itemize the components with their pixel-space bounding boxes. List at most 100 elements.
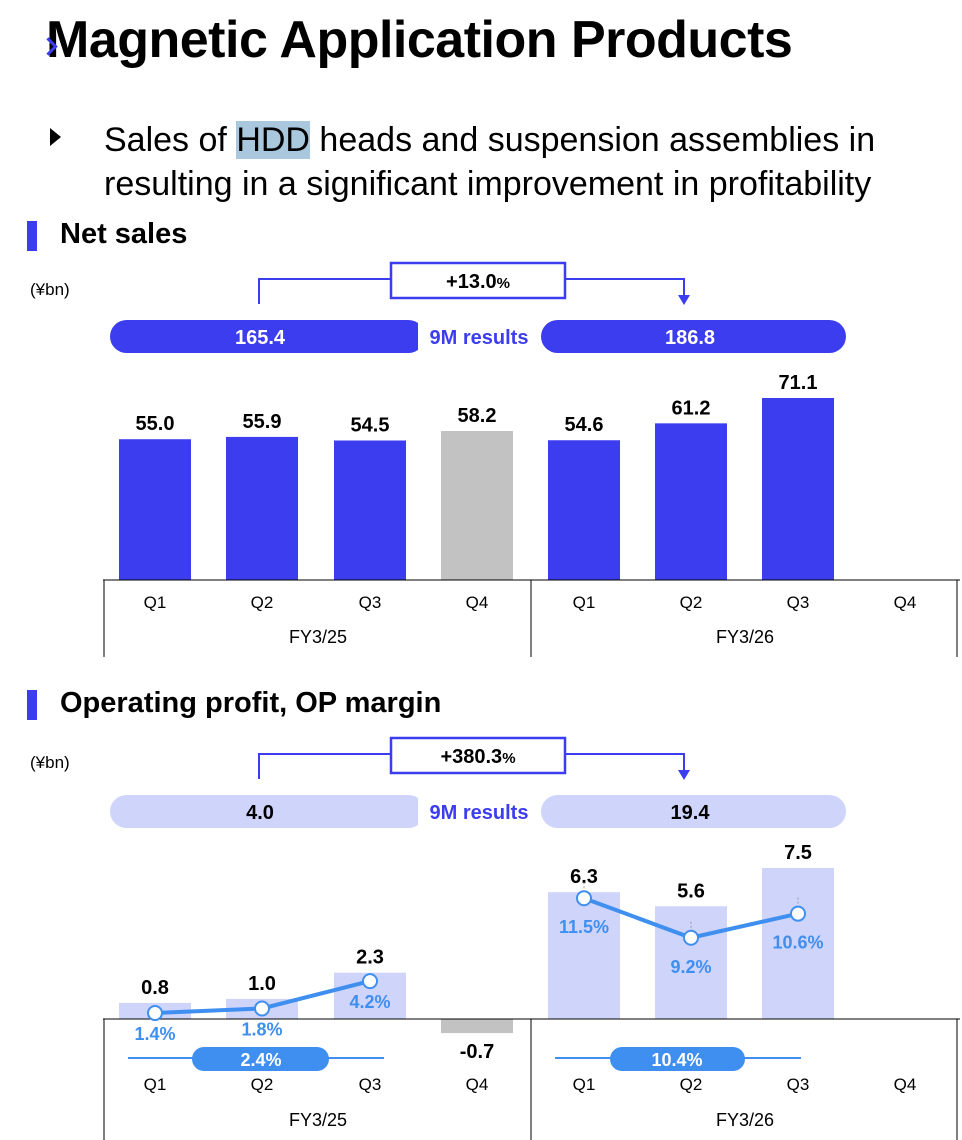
ns-nine-month-change-pct: %	[497, 275, 510, 292]
op-nine-month-prev-pill	[110, 795, 425, 828]
op-nine-month-bracket-right	[565, 753, 685, 771]
op-tick-label: Q3	[359, 1075, 382, 1094]
ns-nine-month-change-value: +13.0	[446, 271, 497, 293]
op-avg-fy25-pill	[192, 1047, 329, 1071]
ns-nine-month-change-box	[389, 261, 567, 300]
op-margin-fy25-label: 4.2%	[349, 992, 390, 1012]
op-margin-fy25-point	[362, 973, 378, 990]
ns-nine-month-bracket-right	[565, 278, 685, 296]
op-group-label: FY3/26	[716, 1110, 774, 1130]
op-margin-fy25-point	[147, 1005, 163, 1022]
op-tick-label: Q2	[680, 1075, 703, 1094]
ns-tick-label: Q3	[787, 593, 810, 612]
ns-data-label: 54.5	[351, 414, 390, 436]
op-data-label: 7.5	[784, 842, 812, 864]
op-margin-fy26-point	[790, 905, 806, 922]
op-bar	[762, 868, 834, 1019]
op-bar	[548, 892, 620, 1019]
op-nine-month-change-box	[389, 736, 567, 775]
ns-bar	[119, 439, 191, 580]
op-margin-fy26-label: 11.5%	[559, 917, 609, 937]
net-sales-unit: (¥bn)	[30, 280, 70, 299]
ns-bar	[548, 440, 620, 580]
bullet-triangle-icon	[50, 128, 61, 146]
ns-group-label: FY3/26	[716, 627, 774, 647]
ns-tick-label: Q2	[251, 593, 274, 612]
bullet-text: Sales of HDD heads and suspension assemb…	[104, 118, 875, 206]
ns-data-label: 58.2	[458, 405, 497, 427]
ns-bar	[762, 398, 834, 580]
op-bar	[441, 1019, 513, 1034]
op-nine-month-change-value: +380.3	[440, 746, 502, 768]
ns-tick-label: Q3	[359, 593, 382, 612]
op-data-label: -0.7	[460, 1041, 494, 1063]
bullet-text-line2: resulting in a significant improvement i…	[104, 165, 872, 203]
ns-tick-label: Q1	[573, 593, 596, 612]
ns-group-label: FY3/25	[289, 627, 347, 647]
op-margin-fy26-label: 9.2%	[670, 957, 711, 977]
ns-nine-month-curr-value: 186.8	[665, 327, 715, 349]
op-nine-month-change-pct: %	[502, 750, 515, 767]
op-data-label: 5.6	[677, 880, 705, 902]
op-title: Operating profit, OP margin	[60, 687, 442, 719]
ns-data-label: 71.1	[779, 372, 818, 394]
highlighted-term: HDD	[236, 121, 310, 159]
op-nine-month-bracket-left	[258, 753, 391, 779]
section-marker	[27, 690, 37, 720]
ns-tick-label: Q4	[466, 593, 489, 612]
ns-bar	[441, 431, 513, 580]
ns-nine-month-label: 9M results	[430, 327, 529, 349]
op-data-label: 6.3	[570, 866, 598, 888]
op-margin-fy26-point	[683, 929, 699, 946]
ns-nine-month-label-bg	[418, 322, 538, 351]
ns-nine-month-prev-value: 165.4	[235, 327, 286, 349]
ns-bar	[655, 423, 727, 580]
ns-tick-label: Q4	[894, 593, 917, 612]
ns-data-label: 55.9	[243, 411, 282, 433]
net-sales-title: Net sales	[60, 218, 188, 250]
op-nine-month-prev-value: 4.0	[246, 802, 274, 824]
section-marker	[27, 221, 37, 251]
ns-nine-month-bracket-left	[258, 278, 391, 304]
op-nine-month-curr-pill	[541, 795, 846, 828]
op-margin-fy26-point	[576, 890, 592, 907]
op-margin-fy26-label: 10.6%	[772, 933, 823, 953]
op-avg-fy25-label: 2.4%	[240, 1050, 281, 1070]
bullet-text-post: heads and suspension assemblies in	[309, 121, 876, 159]
op-avg-fy26-pill	[610, 1047, 745, 1071]
ns-data-label: 54.6	[565, 414, 604, 436]
ns-tick-label: Q1	[144, 593, 167, 612]
op-nine-month-arrow-head	[678, 770, 690, 780]
ns-nine-month-curr-pill	[541, 320, 846, 353]
op-tick-label: Q3	[787, 1075, 810, 1094]
op-tick-label: Q4	[894, 1075, 917, 1094]
bullet-text-pre: Sales of	[104, 121, 237, 159]
op-margin-fy25-point	[254, 1000, 270, 1017]
op-data-label: 2.3	[356, 947, 384, 969]
op-tick-label: Q2	[251, 1075, 274, 1094]
op-nine-month-label: 9M results	[430, 802, 529, 824]
op-nine-month-curr-value: 19.4	[671, 802, 711, 824]
ns-nine-month-prev-pill	[110, 320, 425, 353]
op-group-label: FY3/25	[289, 1110, 347, 1130]
ns-bar	[334, 440, 406, 580]
op-tick-label: Q4	[466, 1075, 489, 1094]
page-title: Magnetic Application Products	[39, 10, 793, 70]
ns-tick-label: Q2	[680, 593, 703, 612]
op-data-label: 0.8	[141, 977, 169, 999]
ns-bar	[226, 436, 298, 580]
op-margin-fy25-label: 1.8%	[241, 1019, 282, 1039]
op-nine-month-label-bg	[418, 797, 538, 826]
op-tick-label: Q1	[144, 1075, 167, 1094]
op-avg-fy26-label: 10.4%	[651, 1050, 702, 1070]
op-bar	[655, 906, 727, 1019]
op-unit: (¥bn)	[30, 753, 70, 772]
ns-data-label: 61.2	[672, 397, 711, 419]
op-data-label: 1.0	[248, 973, 276, 995]
op-margin-fy25-label: 1.4%	[134, 1024, 175, 1044]
ns-nine-month-arrow-head	[678, 295, 690, 305]
op-nine-month-change-label: +380.3%	[440, 746, 515, 768]
ns-data-label: 55.0	[136, 413, 175, 435]
ns-nine-month-change-label: +13.0%	[446, 271, 510, 293]
